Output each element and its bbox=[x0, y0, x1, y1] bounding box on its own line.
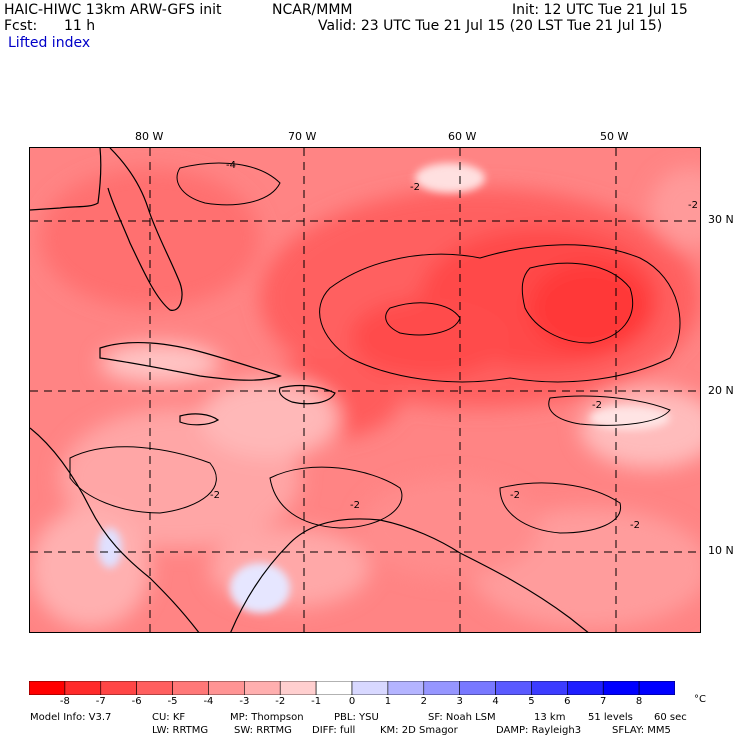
contour-4-west bbox=[385, 302, 461, 336]
legend-bar bbox=[28, 680, 676, 696]
legend-level-label: 7 bbox=[600, 696, 607, 707]
legend-level-label: -3 bbox=[239, 696, 250, 707]
contour-4-core bbox=[521, 262, 634, 344]
footer-lw: LW: RRTMG bbox=[152, 725, 209, 736]
legend-level-label: -5 bbox=[167, 696, 178, 707]
color-legend bbox=[28, 680, 676, 696]
contour-label-group: -4 -2 -2 -2 -2 -2 -2 -2 bbox=[210, 160, 698, 531]
fcst-value: 11 h bbox=[64, 18, 96, 34]
lat-label-30n: 30 N bbox=[708, 213, 734, 226]
legend-level-label: 0 bbox=[348, 696, 356, 707]
legend-level-label: 3 bbox=[456, 696, 463, 707]
footer-sflay: SFLAY: MM5 bbox=[612, 725, 671, 736]
legend-swatch bbox=[423, 680, 460, 696]
contour-label: -2 bbox=[350, 500, 360, 511]
legend-level-label: -4 bbox=[203, 696, 214, 707]
pale-patches bbox=[98, 163, 670, 613]
contour-label: -2 bbox=[510, 490, 520, 501]
contour-label: -2 bbox=[410, 182, 420, 193]
model-title: HAIC-HIWC 13km ARW-GFS init bbox=[4, 2, 222, 18]
legend-swatch bbox=[459, 680, 496, 696]
footer-levels: 51 levels bbox=[588, 712, 633, 723]
central-america-coast bbox=[30, 427, 200, 632]
footer-damp: DAMP: Rayleigh3 bbox=[496, 725, 582, 736]
legend-level-label: 4 bbox=[492, 696, 499, 707]
footer-sf: SF: Noah LSM bbox=[428, 712, 496, 723]
lon-label-80w: 80 W bbox=[135, 130, 164, 143]
legend-level-label: 8 bbox=[635, 696, 643, 707]
contour-lines bbox=[69, 162, 681, 534]
legend-swatch bbox=[351, 680, 389, 696]
jamaica-coast bbox=[179, 413, 220, 426]
legend-level-label: -6 bbox=[131, 696, 142, 707]
field-shading bbox=[30, 168, 700, 628]
footer-pbl: PBL: YSU bbox=[334, 712, 379, 723]
footer-mp: MP: Thompson bbox=[230, 712, 304, 723]
legend-swatch bbox=[495, 680, 532, 696]
coastlines bbox=[30, 148, 589, 632]
lon-label-50w: 50 W bbox=[600, 130, 629, 143]
legend-level-label: -2 bbox=[275, 696, 286, 707]
legend-swatch bbox=[602, 680, 640, 696]
org-label: NCAR/MMM bbox=[272, 2, 353, 18]
lifted-index-map: -4 -2 -2 -2 -2 -2 -2 -2 bbox=[29, 147, 701, 633]
graticule bbox=[30, 148, 700, 632]
legend-unit: °C bbox=[694, 694, 706, 705]
lon-label-60w: 60 W bbox=[448, 130, 477, 143]
legend-level-label: 1 bbox=[384, 696, 392, 707]
contour-north bbox=[176, 162, 281, 206]
legend-swatch bbox=[567, 680, 604, 696]
footer-diff: DIFF: full bbox=[312, 725, 356, 736]
contour-2-main bbox=[319, 244, 681, 383]
contour-caribbean-east bbox=[269, 466, 403, 529]
legend-level-label: 2 bbox=[420, 696, 427, 707]
us-gulf-coast bbox=[30, 148, 102, 211]
legend-level-label: 5 bbox=[528, 696, 535, 707]
legend-swatch bbox=[100, 680, 137, 696]
cuba-coast bbox=[99, 341, 282, 381]
map-canvas: -4 -2 -2 -2 -2 -2 -2 -2 bbox=[30, 148, 700, 632]
footer-model-info: Model Info: V3.7 bbox=[30, 712, 112, 723]
footer-km: KM: 2D Smagor bbox=[380, 725, 458, 736]
legend-swatch bbox=[387, 680, 425, 696]
footer-timestep: 60 sec bbox=[654, 712, 687, 723]
legend-swatch bbox=[531, 680, 568, 696]
contour-label: -4 bbox=[226, 160, 236, 171]
florida-coast bbox=[107, 148, 183, 311]
footer-resolution: 13 km bbox=[534, 712, 566, 723]
contour-caribbean-west bbox=[69, 446, 217, 514]
footer-sw: SW: RRTMG bbox=[234, 725, 292, 736]
legend-swatch bbox=[28, 680, 66, 696]
legend-level-label: 6 bbox=[564, 696, 571, 707]
init-time: Init: 12 UTC Tue 21 Jul 15 bbox=[512, 2, 688, 18]
contour-atlantic-south bbox=[499, 482, 621, 534]
contour-ridge bbox=[548, 395, 671, 426]
lat-label-20n: 20 N bbox=[708, 384, 734, 397]
legend-swatch bbox=[315, 680, 353, 696]
hispaniola-coast bbox=[278, 384, 336, 405]
valid-time: Valid: 23 UTC Tue 21 Jul 15 (20 LST Tue … bbox=[318, 18, 663, 34]
contour-label: -2 bbox=[210, 490, 220, 501]
legend-swatch bbox=[244, 680, 281, 696]
legend-level-label: -8 bbox=[59, 696, 70, 707]
legend-swatch bbox=[638, 680, 676, 696]
legend-level-label: -7 bbox=[95, 696, 106, 707]
legend-swatch bbox=[208, 680, 245, 696]
lon-label-70w: 70 W bbox=[288, 130, 317, 143]
legend-swatch bbox=[172, 680, 209, 696]
legend-swatch bbox=[64, 680, 102, 696]
lat-label-10n: 10 N bbox=[708, 544, 734, 557]
footer-cu: CU: KF bbox=[152, 712, 186, 723]
contour-label: -2 bbox=[688, 200, 698, 211]
legend-swatch bbox=[136, 680, 173, 696]
south-america-coast bbox=[230, 518, 589, 632]
field-name: Lifted index bbox=[8, 35, 91, 51]
contour-label: -2 bbox=[592, 400, 602, 411]
legend-swatch bbox=[279, 680, 317, 696]
legend-level-label: -1 bbox=[311, 696, 322, 707]
fcst-label: Fcst: bbox=[4, 18, 38, 34]
contour-label: -2 bbox=[630, 520, 640, 531]
